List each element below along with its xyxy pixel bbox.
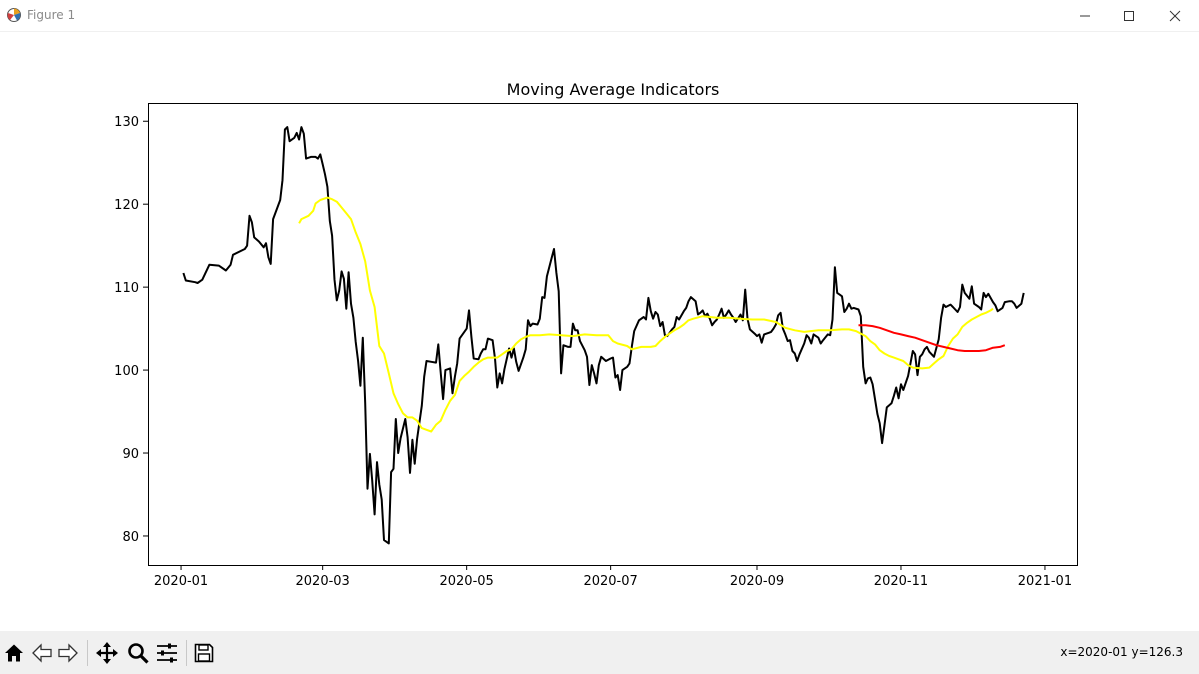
zoom-icon xyxy=(128,643,149,664)
close-icon xyxy=(1169,10,1181,21)
navigation-toolbar: x=2020-01 y=126.3 xyxy=(0,631,1199,674)
zoom-button[interactable] xyxy=(125,640,151,666)
home-icon xyxy=(5,644,23,662)
pan-icon xyxy=(96,642,118,664)
y-tick-label: 90 xyxy=(122,447,139,462)
configure-subplots-icon xyxy=(157,643,177,663)
forward-icon xyxy=(58,643,78,663)
matplotlib-icon xyxy=(7,8,21,22)
close-button[interactable] xyxy=(1152,0,1198,31)
toolbar-separator xyxy=(87,640,88,666)
home-button[interactable] xyxy=(1,640,27,666)
toolbar-separator xyxy=(186,640,187,666)
y-tick-label: 120 xyxy=(114,198,139,213)
window-title: Figure 1 xyxy=(27,8,76,22)
x-tick-label: 2020-07 xyxy=(583,574,637,589)
line-chart: Moving Average Indicators 2020-01 2020-03… xyxy=(114,80,1078,589)
save-button[interactable] xyxy=(191,640,217,666)
back-icon xyxy=(32,643,52,663)
x-tick-label: 2020-01 xyxy=(154,574,208,589)
x-tick-label: 2020-11 xyxy=(874,574,928,589)
plot-frame xyxy=(148,103,1078,566)
back-button[interactable] xyxy=(29,640,55,666)
y-axis: 80 90 100 110 120 130 xyxy=(114,115,148,545)
save-icon xyxy=(194,643,214,663)
chart-title: Moving Average Indicators xyxy=(507,80,720,99)
x-tick-label: 2020-09 xyxy=(730,574,784,589)
y-tick-label: 100 xyxy=(114,364,139,379)
pan-button[interactable] xyxy=(94,640,120,666)
x-tick-label: 2020-03 xyxy=(296,574,350,589)
series-line-2 xyxy=(298,196,994,433)
maximize-button[interactable] xyxy=(1106,0,1152,31)
minimize-button[interactable] xyxy=(1062,0,1108,31)
forward-button[interactable] xyxy=(55,640,81,666)
configure-subplots-button[interactable] xyxy=(154,640,180,666)
y-tick-label: 130 xyxy=(114,115,139,130)
x-tick-label: 2021-01 xyxy=(1018,574,1072,589)
y-tick-label: 80 xyxy=(122,530,139,545)
window-titlebar: Figure 1 xyxy=(0,0,1199,32)
series-line-1 xyxy=(182,126,1025,545)
figure-canvas[interactable]: Moving Average Indicators 2020-01 2020-03… xyxy=(0,32,1199,631)
minimize-icon xyxy=(1080,15,1090,16)
x-axis: 2020-01 2020-03 2020-05 2020-07 2020-09 2020-… xyxy=(154,565,1072,589)
series-line-3 xyxy=(858,324,1006,352)
maximize-icon xyxy=(1124,10,1134,21)
cursor-coordinates: x=2020-01 y=126.3 xyxy=(1060,645,1183,659)
y-tick-label: 110 xyxy=(114,281,139,296)
series-lines xyxy=(182,126,1025,545)
x-tick-label: 2020-05 xyxy=(439,574,493,589)
